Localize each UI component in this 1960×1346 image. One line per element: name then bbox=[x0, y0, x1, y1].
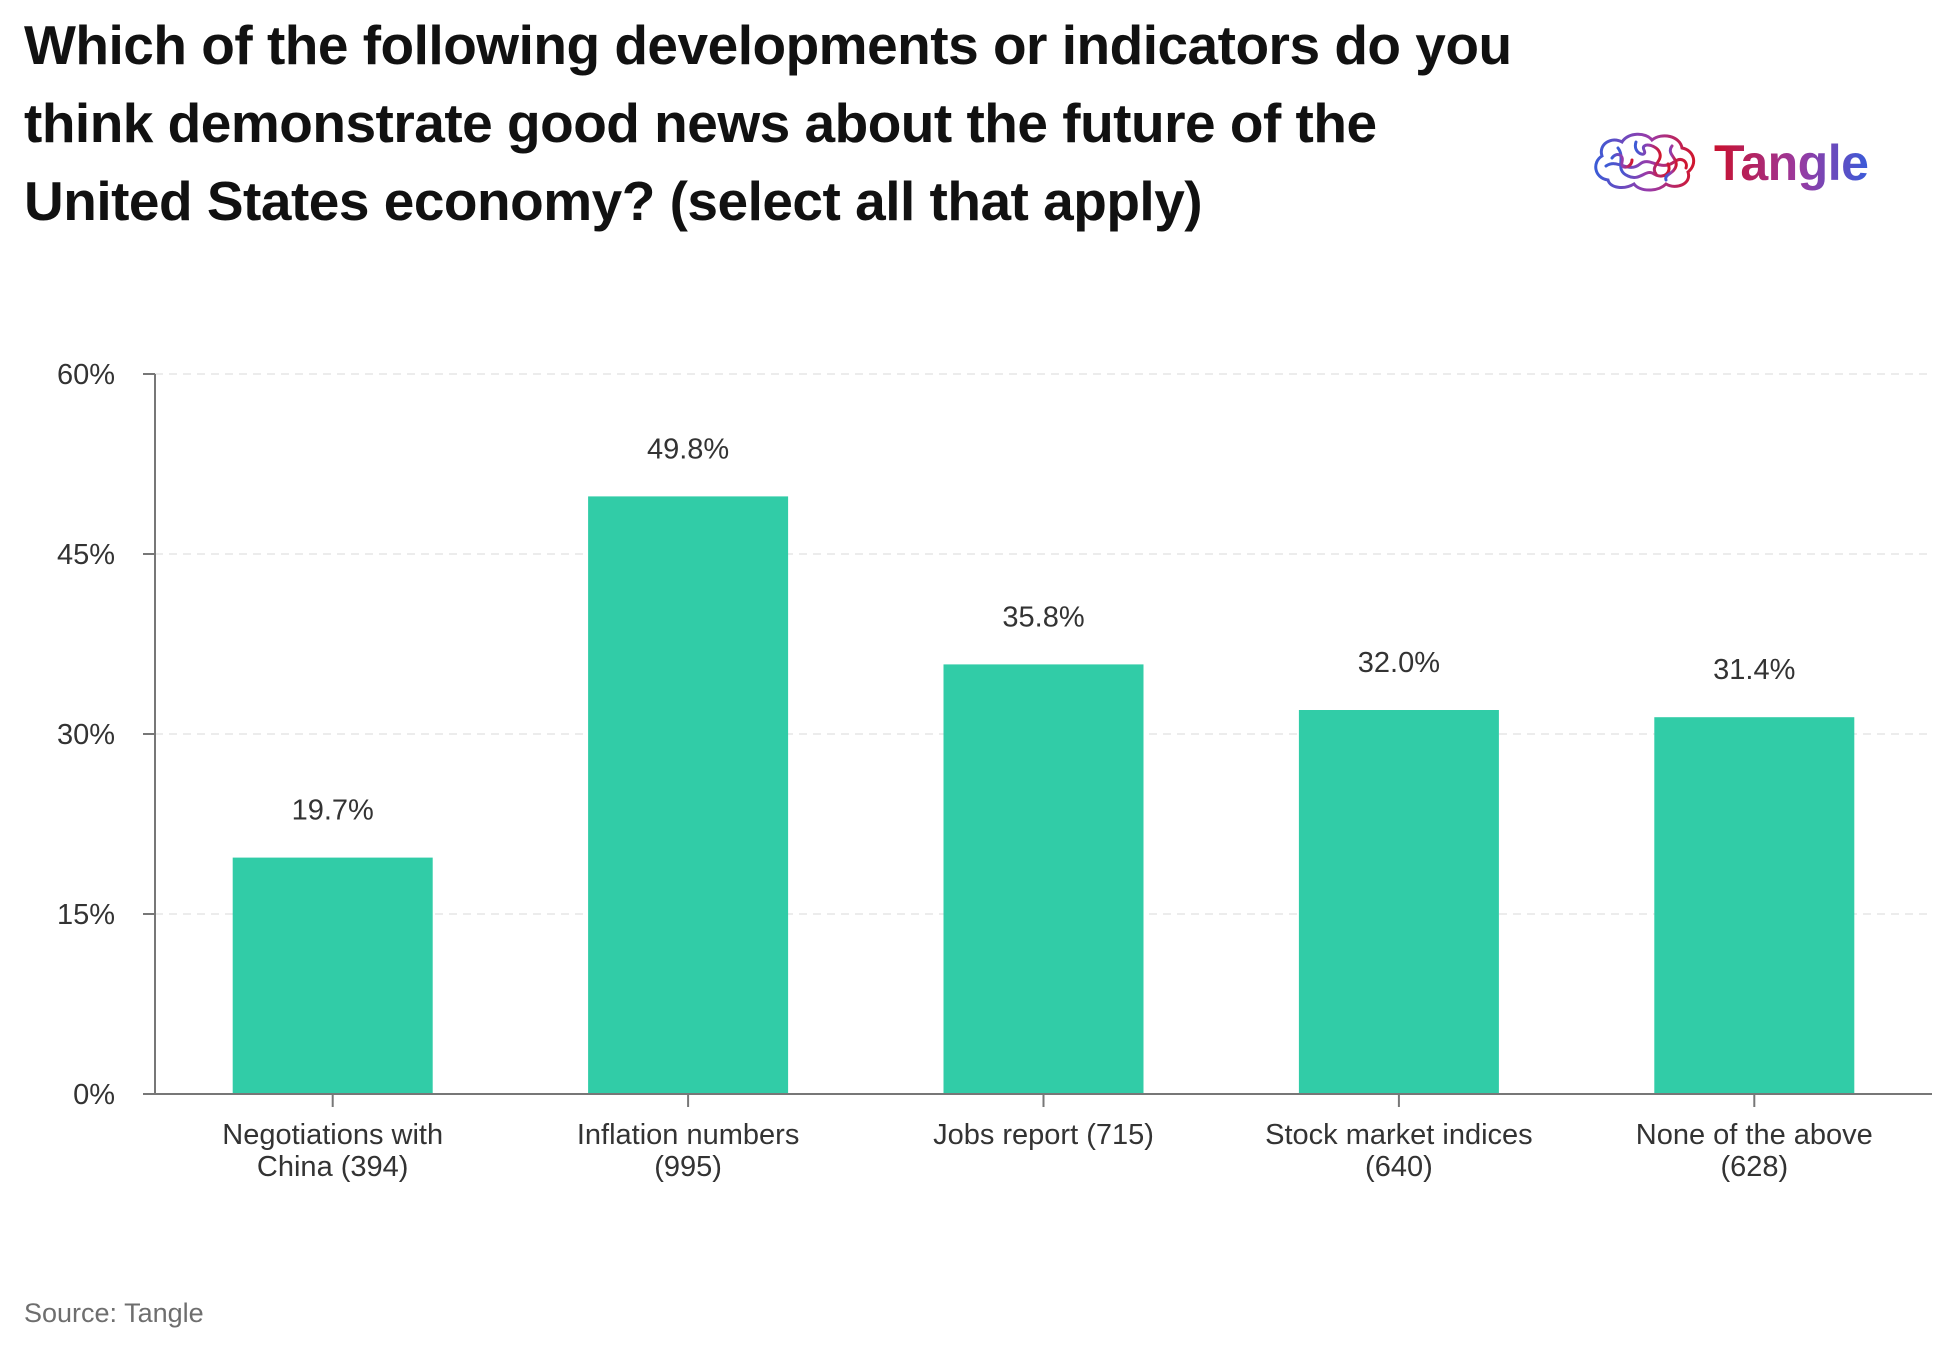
data-label: 49.8% bbox=[647, 433, 729, 465]
x-tick-label: (995) bbox=[654, 1151, 722, 1183]
data-label: 35.8% bbox=[1002, 601, 1084, 633]
x-tick-label: Jobs report (715) bbox=[933, 1119, 1154, 1151]
data-label: 32.0% bbox=[1358, 647, 1440, 679]
tangled-brain-icon bbox=[1594, 132, 1696, 192]
bar bbox=[232, 857, 433, 1094]
chart-title: Which of the following developments or i… bbox=[24, 14, 1512, 232]
x-tick-label: Stock market indices bbox=[1265, 1119, 1533, 1151]
y-tick-label: 45% bbox=[57, 539, 115, 571]
bar bbox=[1298, 710, 1499, 1094]
x-tick-label: Inflation numbers bbox=[577, 1119, 799, 1151]
x-tick-label: Negotiations with bbox=[222, 1119, 443, 1151]
x-tick-label: (628) bbox=[1720, 1151, 1788, 1183]
x-tick-label: (640) bbox=[1365, 1151, 1433, 1183]
x-tick-label: None of the above bbox=[1636, 1119, 1873, 1151]
y-tick-label: 30% bbox=[57, 719, 115, 751]
labels: 0% 15% 30% 45% 60% 19.7% Negotiations withChin… bbox=[57, 359, 1873, 1183]
y-tick-label: 60% bbox=[57, 359, 115, 391]
data-label: 31.4% bbox=[1713, 654, 1795, 686]
tangle-logo: Tangle bbox=[1588, 128, 1869, 198]
x-tick-label: China (394) bbox=[257, 1151, 409, 1183]
y-tick-label: 0% bbox=[73, 1079, 115, 1111]
bar bbox=[588, 496, 789, 1094]
bar bbox=[943, 664, 1144, 1094]
logo-text: Tangle bbox=[1714, 135, 1869, 191]
source-note: Source: Tangle bbox=[24, 1298, 204, 1328]
data-label: 19.7% bbox=[292, 795, 374, 827]
y-tick-label: 15% bbox=[57, 899, 115, 931]
bars bbox=[232, 496, 1855, 1094]
bar-chart: 0% 15% 30% 45% 60% 19.7% Negotiations withChin… bbox=[57, 359, 1932, 1183]
bar bbox=[1654, 717, 1855, 1094]
axes bbox=[143, 373, 1932, 1107]
